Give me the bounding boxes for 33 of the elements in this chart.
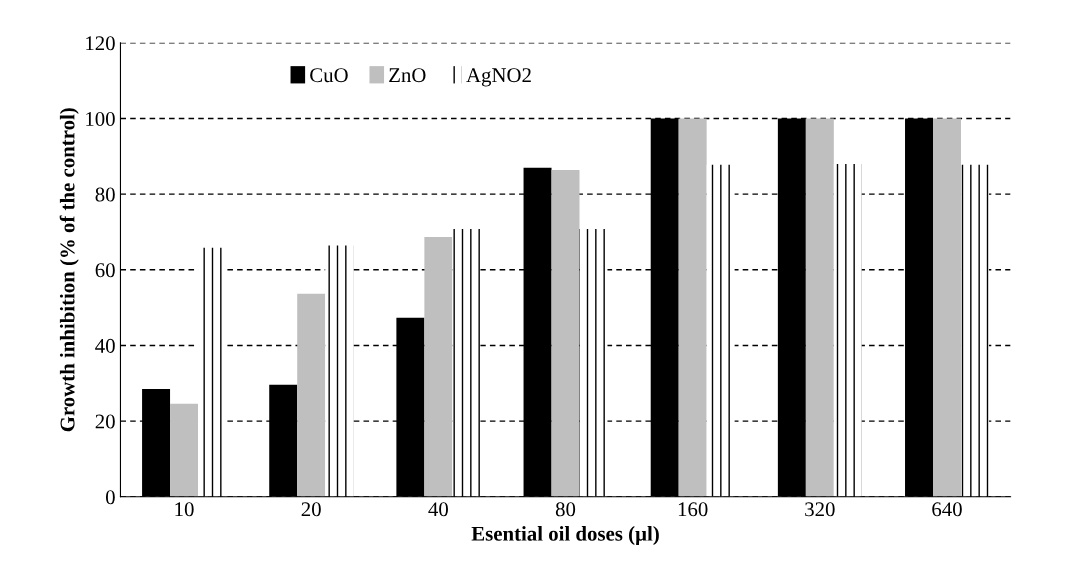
bar (805, 118, 834, 497)
x-tick-label: 40 (428, 502, 448, 517)
bar (706, 164, 735, 497)
x-tick-label: 80 (555, 502, 576, 517)
legend-label: ZnO (389, 68, 426, 83)
x-tick-label: 640 (932, 502, 962, 517)
y-tick-label: 80 (95, 187, 115, 202)
bar (170, 403, 199, 497)
bar (551, 169, 580, 497)
bar (198, 247, 226, 497)
bar (452, 228, 481, 497)
y-tick-label: 60 (95, 263, 115, 278)
legend-label: CuO (310, 68, 348, 83)
bar (678, 118, 707, 497)
legend-label: AgNO2 (466, 68, 531, 87)
bar (297, 293, 326, 497)
y-axis-title: Growth inhibition (% of the control) (59, 108, 79, 432)
bar (424, 236, 453, 497)
bar (960, 164, 989, 497)
y-tick-label: 0 (105, 490, 115, 505)
bar (325, 245, 354, 497)
bar (833, 163, 862, 497)
y-tick-label: 40 (95, 338, 115, 353)
x-tick-label: 10 (175, 502, 194, 517)
x-axis-title: Esential oil doses (µl) (471, 526, 659, 545)
bar (579, 228, 608, 497)
x-tick-label: 20 (301, 502, 321, 517)
x-tick-label: 320 (805, 502, 835, 517)
x-tick-label: 160 (678, 502, 708, 517)
y-tick-label: 120 (86, 36, 115, 51)
bar (933, 118, 961, 497)
y-tick-label: 100 (86, 111, 115, 126)
y-tick-label: 20 (95, 414, 115, 429)
